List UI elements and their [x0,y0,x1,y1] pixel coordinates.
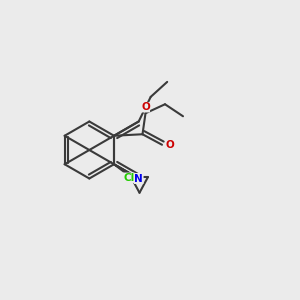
Text: N: N [134,173,143,184]
Text: O: O [165,140,174,150]
Text: O: O [141,102,150,112]
Text: Cl: Cl [123,173,134,183]
